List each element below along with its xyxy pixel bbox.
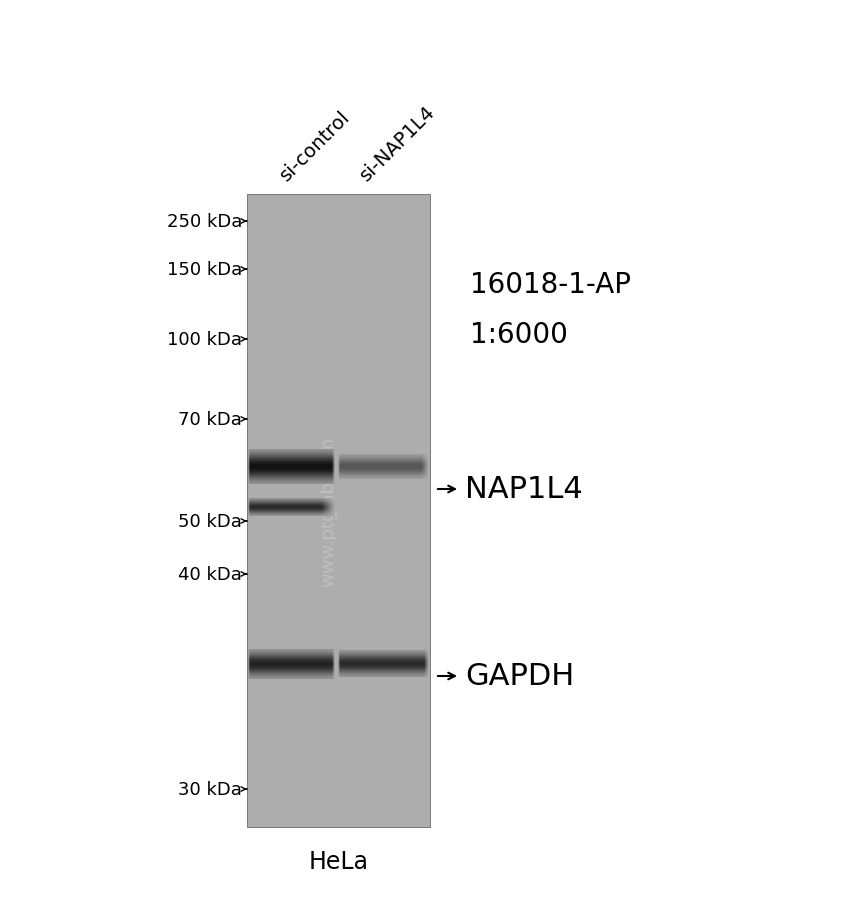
Text: GAPDH: GAPDH [465, 662, 575, 691]
Text: 16018-1-AP: 16018-1-AP [470, 271, 631, 299]
Text: 250 kDa: 250 kDa [167, 213, 242, 231]
Text: 70 kDa: 70 kDa [178, 410, 242, 428]
Text: 30 kDa: 30 kDa [178, 780, 242, 798]
Text: 150 kDa: 150 kDa [167, 261, 242, 279]
Text: 40 kDa: 40 kDa [178, 566, 242, 584]
Text: 1:6000: 1:6000 [470, 320, 568, 348]
Text: 50 kDa: 50 kDa [178, 512, 242, 530]
Bar [247, 195, 430, 827]
Text: si-NAP1L4: si-NAP1L4 [356, 102, 439, 185]
Text: HeLa: HeLa [308, 849, 369, 873]
Text: NAP1L4: NAP1L4 [465, 475, 582, 504]
Text: 100 kDa: 100 kDa [167, 331, 242, 348]
Text: si-control: si-control [277, 107, 354, 185]
Text: www.ptglab.com: www.ptglab.com [320, 436, 338, 586]
